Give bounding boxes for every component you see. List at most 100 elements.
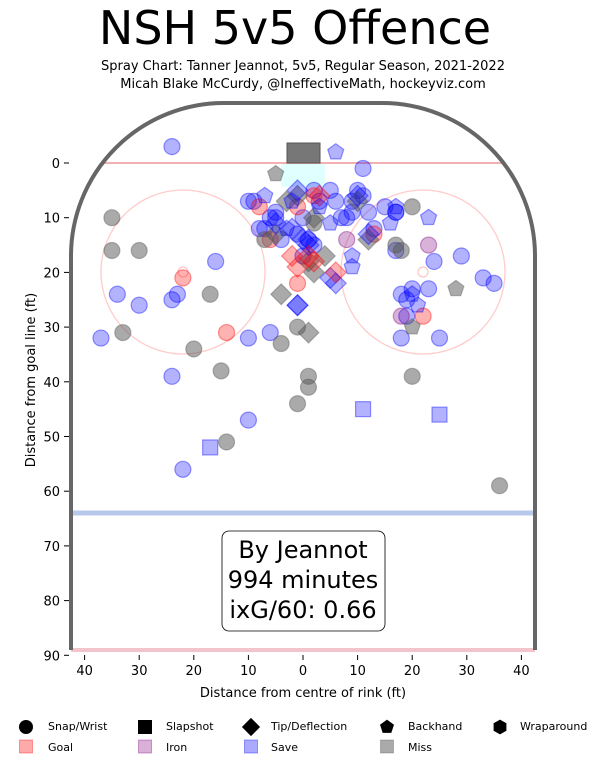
x-tick-label: 0 <box>299 664 307 679</box>
faceoff-dot-right <box>417 266 429 278</box>
annotation-player: By Jeannot <box>238 536 367 564</box>
goal-net <box>286 142 321 164</box>
y-tick-label: 30 <box>43 321 60 336</box>
legend-label-iron: Iron <box>166 741 187 754</box>
shot-point-save-diamond <box>286 293 309 317</box>
shot-point-save-circle <box>267 203 285 221</box>
x-tick-label: 20 <box>186 664 203 679</box>
shot-point-save-circle <box>338 209 356 227</box>
shot-point-save-circle <box>387 203 405 221</box>
shot-point-save-circle <box>359 203 378 221</box>
legend-label-snap: Snap/Wrist <box>48 720 108 733</box>
annotation-box: By Jeannot 994 minutes ixG/60: 0.66 <box>221 530 386 632</box>
y-axis-label: Distance from goal line (ft) <box>24 293 39 467</box>
shot-point-miss-diamond <box>269 283 293 306</box>
shot-point-save-circle <box>387 203 405 221</box>
legend-pentagon-icon <box>380 719 394 733</box>
shot-point-save-circle <box>305 236 323 254</box>
legend-label-slap: Slapshot <box>166 720 214 733</box>
y-tick-label: 20 <box>43 266 60 281</box>
x-tick-label: 30 <box>131 664 148 679</box>
shot-point-save-circle <box>168 285 187 303</box>
shot-point-save-pentagon <box>321 214 340 231</box>
shot-point-save-diamond <box>264 211 287 235</box>
shot-point-save-circle <box>419 280 438 298</box>
shot-point-miss-diamond <box>297 321 320 344</box>
shot-point-save-pentagon <box>387 197 405 215</box>
shot-point-save-pentagon <box>343 257 361 275</box>
legend-label-goal: Goal <box>48 741 73 754</box>
shot-point-save-pentagon <box>256 186 274 204</box>
shot-point-goal-circle <box>250 198 268 216</box>
faceoff-circle-right <box>340 189 506 355</box>
shot-point-miss-circle <box>299 378 318 396</box>
shot-point-save-circle <box>332 209 350 227</box>
shot-point-miss-pentagon <box>266 164 285 182</box>
legend-iron-swatch <box>138 739 152 754</box>
shot-point-save-circle <box>245 192 263 210</box>
shot-point-save-circle <box>174 460 192 478</box>
shot-point-save-circle <box>376 198 394 216</box>
chart-subtitle: Spray Chart: Tanner Jeannot, 5v5, Regula… <box>101 59 505 74</box>
shot-point-save-circle <box>108 285 126 303</box>
x-tick-label: 40 <box>513 664 530 679</box>
shot-point-miss-circle <box>272 334 290 353</box>
x-tick-label: 40 <box>76 664 93 679</box>
shot-point-miss-circle <box>212 362 230 380</box>
shot-point-save-square <box>202 439 219 456</box>
shot-point-save-circle <box>398 291 416 309</box>
shot-point-save-pentagon <box>403 285 421 302</box>
shot-point-miss-circle <box>103 241 121 260</box>
shot-point-miss-diamond <box>286 184 309 208</box>
shot-point-save-circle <box>261 323 279 342</box>
y-tick-label: 50 <box>43 431 60 446</box>
shot-point-miss-circle <box>114 323 132 342</box>
shot-point-miss-circle <box>217 433 236 451</box>
shot-point-save-pentagon <box>277 219 296 236</box>
shot-point-save-circle <box>321 181 339 199</box>
shot-point-save-circle <box>485 274 503 292</box>
shot-point-save-square <box>354 401 372 418</box>
x-axis-label: Distance from centre of rink (ft) <box>200 686 406 701</box>
legend-label-save: Save <box>271 741 298 754</box>
shot-point-save-diamond <box>319 266 342 290</box>
shot-point-goal-diamond <box>280 244 304 268</box>
shot-point-miss-diamond <box>357 228 380 251</box>
legend-goal-swatch <box>19 739 33 754</box>
shot-point-save-circle <box>392 329 410 347</box>
y-tick-label: 40 <box>43 376 60 391</box>
shot-point-miss-diamond <box>302 206 326 229</box>
shot-point-goal-diamond <box>286 255 309 279</box>
shot-point-miss-circle <box>288 395 307 413</box>
shot-point-save-square <box>431 406 448 423</box>
legend-label-miss: Miss <box>408 741 432 754</box>
shot-point-save-circle <box>392 285 410 303</box>
shot-point-miss-circle <box>392 241 410 260</box>
shot-point-save-pentagon <box>381 214 400 231</box>
shot-point-goal-circle <box>174 269 192 287</box>
shot-point-save-diamond <box>286 293 309 317</box>
shot-point-save-pentagon <box>327 142 345 160</box>
shot-point-miss-circle <box>185 340 203 358</box>
legend-label-back: Backhand <box>408 720 462 733</box>
annotation-minutes: 994 minutes <box>228 566 379 594</box>
chart-credit: Micah Blake McCurdy, @IneffectiveMath, h… <box>120 77 486 92</box>
x-tick-label: 10 <box>349 664 366 679</box>
shot-point-miss-diamond <box>346 190 369 213</box>
faceoff-circle-left <box>100 189 266 355</box>
shot-point-save-circle <box>310 192 328 210</box>
shot-point-miss-diamond <box>275 190 298 213</box>
shot-point-save-diamond <box>357 222 380 246</box>
legend-label-wrap: Wraparound <box>520 720 587 733</box>
shot-point-miss-diamond <box>264 222 287 246</box>
shot-point-save-pentagon <box>310 197 329 215</box>
shot-point-save-pentagon <box>408 296 427 313</box>
shot-point-save-circle <box>430 329 449 347</box>
shot-point-save-diamond <box>280 217 304 240</box>
y-tick-label: 90 <box>43 649 60 664</box>
shot-point-save-circle <box>452 247 470 265</box>
shot-point-iron-circle <box>338 230 356 249</box>
x-tick-label: 20 <box>404 664 421 679</box>
shot-point-goal-circle <box>414 307 432 325</box>
shot-point-miss-circle <box>490 477 509 495</box>
